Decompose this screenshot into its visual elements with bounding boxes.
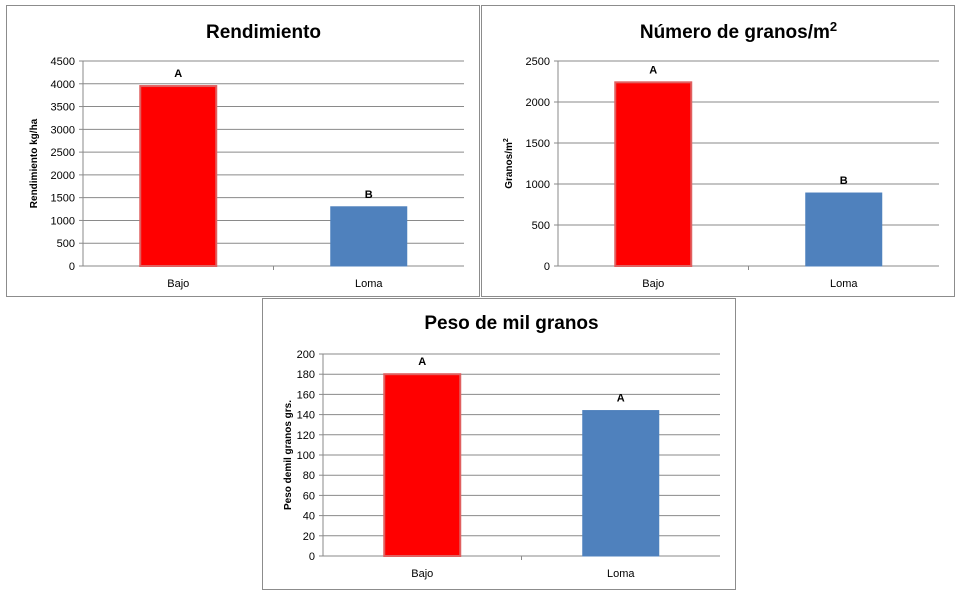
rendimiento-data-label-bajo: A (174, 68, 182, 80)
rendimiento-bar-bajo (139, 85, 218, 267)
peso-mil-granos-ytick-label: 80 (303, 470, 315, 482)
numero-granos-ytick-label: 1000 (526, 179, 550, 191)
chart-numero-granos: Número de granos/m2 0 500 1000 1500 2000 2500 G… (481, 5, 955, 297)
peso-mil-granos-ytick-label: 140 (297, 410, 315, 422)
rendimiento-ytick-label: 2000 (51, 170, 75, 182)
peso-mil-granos-category-label-bajo: Bajo (411, 568, 433, 580)
numero-granos-bar-bajo (614, 81, 693, 267)
peso-mil-granos-ytick-label: 200 (297, 349, 315, 361)
numero-granos-ylabel: Granos/m2 (503, 138, 515, 189)
numero-granos-ytick-label: 1500 (526, 138, 550, 150)
peso-mil-granos-ytick-label: 60 (303, 490, 315, 502)
chart-peso-mil-granos: Peso de mil granos 0 20 40 60 80 100 120 140 160 1… (262, 298, 736, 590)
peso-mil-granos-ytick-label: 100 (297, 450, 315, 462)
rendimiento-ytick-label: 2500 (51, 147, 75, 159)
rendimiento-ytick-label: 1000 (51, 215, 75, 227)
peso-mil-granos-ylabel: Peso demil granos grs. (283, 400, 294, 510)
rendimiento-ytick-label: 3000 (51, 124, 75, 136)
numero-granos-category-label-bajo: Bajo (642, 278, 664, 290)
peso-mil-granos-data-label-bajo: A (418, 356, 426, 368)
numero-granos-ytick-label: 500 (532, 220, 550, 232)
numero-granos-ytick-label: 2500 (526, 56, 550, 68)
rendimiento-ylabel: Rendimiento kg/ha (29, 118, 40, 208)
rendimiento-ytick-label: 1500 (51, 193, 75, 205)
peso-mil-granos-ytick-label: 120 (297, 430, 315, 442)
peso-mil-granos-ytick-label: 160 (297, 389, 315, 401)
rendimiento-category-label-bajo: Bajo (167, 278, 189, 290)
rendimiento-ytick-label: 3500 (51, 102, 75, 114)
numero-granos-category-label-loma: Loma (830, 278, 858, 290)
numero-granos-ytick-label: 2000 (526, 97, 550, 109)
peso-mil-granos-bar-bajo (383, 373, 462, 557)
peso-mil-granos-ytick-label: 0 (309, 551, 315, 563)
numero-granos-bar-loma (805, 192, 883, 267)
peso-mil-granos-data-label-loma: A (617, 393, 625, 405)
chart-peso-mil-granos-svg: Peso de mil granos 0 20 40 60 80 100 120 140 160 1… (283, 313, 720, 580)
rendimiento-ytick-label: 0 (69, 261, 75, 273)
peso-mil-granos-category-label-loma: Loma (607, 568, 635, 580)
rendimiento-category-label-loma: Loma (355, 278, 383, 290)
peso-mil-granos-ytick-label: 40 (303, 511, 315, 523)
rendimiento-data-label-loma: B (365, 189, 373, 201)
numero-granos-title: Número de granos/m2 (640, 19, 837, 43)
peso-mil-granos-ytick-label: 20 (303, 531, 315, 543)
chart-numero-granos-svg: Número de granos/m2 0 500 1000 1500 2000 2500 G… (503, 19, 939, 290)
rendimiento-bar-loma (330, 206, 408, 267)
chart-rendimiento: Rendimiento 0 500 1000 1500 2000 2500 3000 3500 4… (6, 5, 480, 297)
rendimiento-ytick-label: 500 (57, 238, 75, 250)
rendimiento-title: Rendimiento (206, 22, 321, 43)
peso-mil-granos-title: Peso de mil granos (424, 313, 598, 334)
chart-rendimiento-svg: Rendimiento 0 500 1000 1500 2000 2500 3000 3500 4… (29, 22, 464, 290)
peso-mil-granos-bar-loma (582, 410, 660, 557)
numero-granos-ytick-label: 0 (544, 261, 550, 273)
rendimiento-ytick-label: 4000 (51, 79, 75, 91)
numero-granos-data-label-loma: B (840, 175, 848, 187)
numero-granos-data-label-bajo: A (649, 64, 657, 76)
peso-mil-granos-ytick-label: 180 (297, 369, 315, 381)
rendimiento-ytick-label: 4500 (51, 56, 75, 68)
